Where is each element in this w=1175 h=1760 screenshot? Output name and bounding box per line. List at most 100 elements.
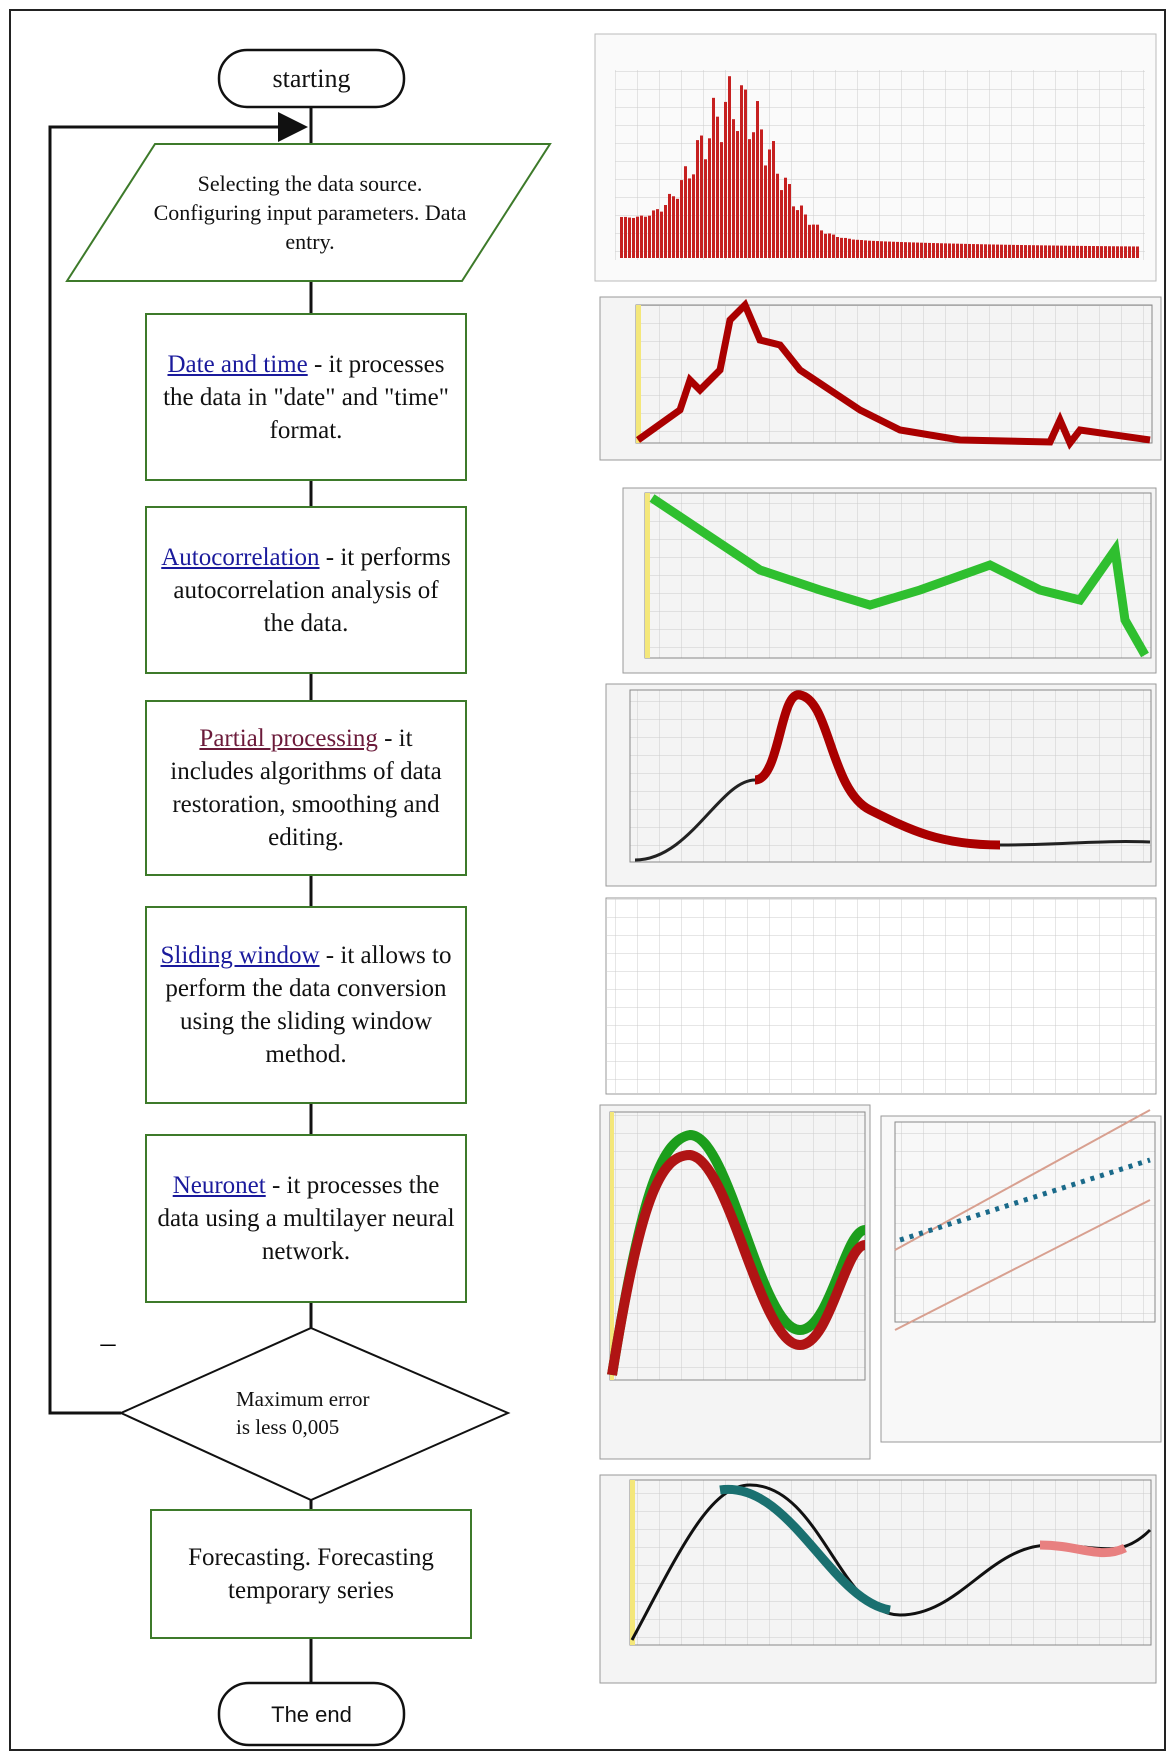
start-label: starting: [219, 50, 404, 107]
texture-bar: [1136, 246, 1139, 258]
texture-bar: [752, 132, 755, 258]
texture-bar: [1112, 246, 1115, 258]
texture-bar: [1048, 245, 1051, 258]
texture-bar: [944, 243, 947, 258]
texture-bar: [1100, 246, 1103, 258]
texture-bar: [680, 180, 683, 258]
texture-bar: [908, 242, 911, 258]
texture-bar: [788, 184, 791, 258]
texture-bar: [832, 235, 835, 258]
texture-bar: [924, 243, 927, 258]
texture-bar: [828, 233, 831, 258]
texture-bar: [952, 244, 955, 258]
texture-bar: [868, 241, 871, 258]
texture-bar: [732, 119, 735, 258]
texture-bar: [1012, 245, 1015, 258]
texture-bar: [1052, 246, 1055, 258]
process-link[interactable]: Date and time: [167, 351, 307, 378]
texture-bar: [1024, 245, 1027, 258]
texture-bar: [928, 243, 931, 258]
texture-bar: [804, 215, 807, 258]
texture-bar: [968, 244, 971, 258]
texture-bar: [876, 241, 879, 258]
process-link[interactable]: Autocorrelation: [161, 544, 319, 571]
texture-bar: [1080, 246, 1083, 258]
texture-bar: [1096, 246, 1099, 258]
texture-bar: [988, 244, 991, 258]
texture-bar: [1068, 246, 1071, 258]
texture-bar: [936, 243, 939, 258]
texture-bar: [840, 238, 843, 258]
texture-bar: [1120, 246, 1123, 258]
texture-bar: [740, 85, 743, 258]
texture-bar: [996, 245, 999, 258]
io-label: Selecting the data source. Configuring i…: [150, 150, 470, 275]
texture-bar: [728, 76, 731, 258]
texture-bar: [860, 240, 863, 258]
texture-bar: [660, 212, 663, 258]
texture-bar: [636, 217, 639, 258]
process-text: Autocorrelation - it performs autocorrel…: [156, 507, 456, 673]
texture-bar: [672, 196, 675, 258]
texture-bar: [948, 243, 951, 258]
texture-bar: [916, 243, 919, 258]
texture-bar: [1064, 246, 1067, 258]
texture-bar: [964, 244, 967, 258]
process-link[interactable]: Neuronet: [173, 1172, 266, 1199]
process-link[interactable]: Sliding window: [161, 942, 320, 969]
texture-bar: [960, 244, 963, 258]
texture-bar: [1084, 246, 1087, 258]
texture-bar: [644, 217, 647, 258]
texture-bar: [1044, 245, 1047, 258]
decision-label: Maximum error is less 0,005: [236, 1370, 386, 1456]
texture-bar: [748, 139, 751, 258]
texture-bar: [628, 218, 631, 258]
texture-bar: [1032, 245, 1035, 258]
texture-bar: [656, 209, 659, 258]
texture-bar: [1040, 245, 1043, 258]
texture-bar: [864, 240, 867, 258]
texture-bar: [652, 210, 655, 258]
texture-bar: [1108, 246, 1111, 258]
texture-bar: [900, 242, 903, 258]
texture-bar: [852, 240, 855, 258]
texture-bar: [676, 199, 679, 258]
end-label: The end: [219, 1683, 404, 1745]
texture-bar: [856, 240, 859, 258]
texture-bar: [1000, 245, 1003, 258]
texture-bar: [756, 101, 759, 258]
texture-bar: [684, 166, 687, 258]
texture-bar: [884, 241, 887, 258]
texture-bar: [624, 217, 627, 258]
texture-bar: [1036, 245, 1039, 258]
texture-bar: [724, 102, 727, 258]
texture-bar: [932, 243, 935, 258]
texture-bar: [784, 178, 787, 258]
texture-bar: [1060, 246, 1063, 258]
texture-bar: [696, 140, 699, 258]
texture-bar: [1020, 245, 1023, 258]
texture-bar: [700, 136, 703, 258]
texture-bar: [1132, 246, 1135, 258]
texture-bar: [1116, 246, 1119, 258]
texture-bar: [1088, 246, 1091, 258]
texture-bar: [708, 138, 711, 258]
texture-bar: [848, 239, 851, 258]
process-link[interactable]: Partial processing: [199, 725, 377, 752]
texture-bar: [980, 244, 983, 258]
texture-bar: [796, 210, 799, 258]
texture-bar: [812, 225, 815, 258]
texture-bar: [768, 149, 771, 258]
texture-bar: [824, 234, 827, 258]
texture-bar: [760, 129, 763, 258]
texture-bar: [1128, 246, 1131, 258]
texture-bar: [1008, 245, 1011, 258]
texture-bar: [1124, 246, 1127, 258]
texture-bar: [1016, 245, 1019, 258]
forecast-label: Forecasting. Forecasting temporary serie…: [161, 1510, 461, 1638]
texture-bar: [664, 205, 667, 258]
texture-bar: [1004, 245, 1007, 258]
texture-bar: [956, 244, 959, 258]
texture-bar: [792, 206, 795, 258]
process-text: Partial processing - it includes algorit…: [156, 701, 456, 875]
